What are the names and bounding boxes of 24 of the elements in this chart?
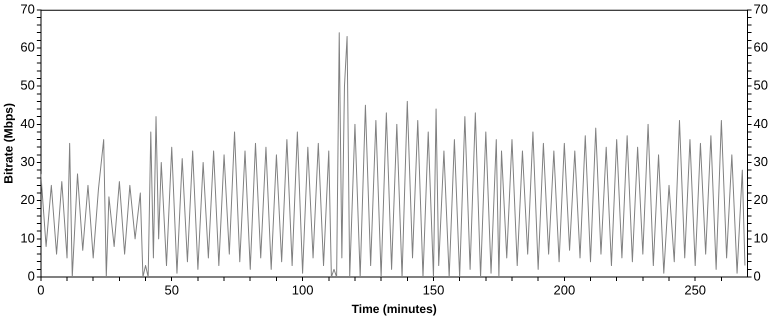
y2-tick-label: 20 xyxy=(754,192,768,208)
x-tick-label: 100 xyxy=(292,282,314,298)
x-tick-label: 0 xyxy=(37,282,44,298)
y-tick-label: 70 xyxy=(20,1,35,16)
y2-tick-label: 60 xyxy=(754,40,768,55)
y-tick-label: 50 xyxy=(20,78,35,93)
y2-tick-label: 0 xyxy=(754,268,761,284)
x-tick-label: 200 xyxy=(553,282,576,298)
y2-tick-label: 70 xyxy=(754,1,768,16)
y-tick-label: 40 xyxy=(20,116,35,131)
y2-tick-label: 10 xyxy=(754,230,768,246)
y2-tick-label: 30 xyxy=(754,154,768,170)
y-tick-label: 0 xyxy=(28,268,35,284)
x-tick-label: 250 xyxy=(684,282,706,298)
y2-tick-label: 40 xyxy=(754,116,768,131)
x-axis-title: Time (minutes) xyxy=(352,302,437,316)
x-tick-label: 50 xyxy=(164,282,179,298)
y-tick-label: 20 xyxy=(20,192,35,208)
y-tick-label: 10 xyxy=(20,230,35,246)
y2-tick-label: 50 xyxy=(754,78,768,93)
y-tick-label: 30 xyxy=(20,154,35,170)
x-tick-label: 150 xyxy=(422,282,444,298)
y-axis-title: Bitrate (Mbps) xyxy=(2,103,16,184)
y-tick-label: 60 xyxy=(20,40,35,55)
